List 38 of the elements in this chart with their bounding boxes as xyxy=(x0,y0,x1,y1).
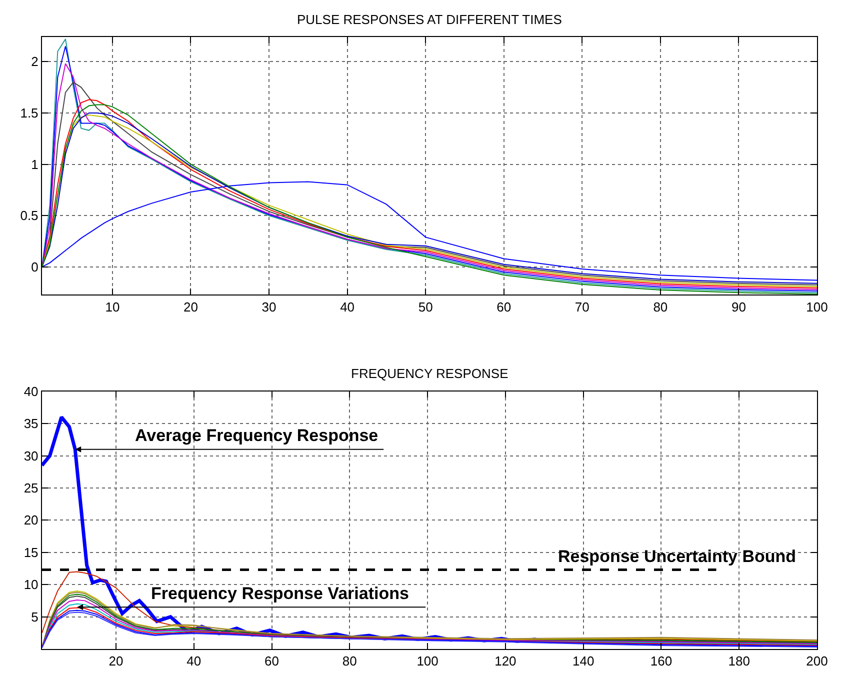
x-tick-label: 100 xyxy=(806,299,828,314)
y-tick-label: 2 xyxy=(31,54,38,70)
y-tick-label: 0 xyxy=(31,259,38,274)
x-tick-label: 80 xyxy=(653,299,668,314)
y-tick-label: 1 xyxy=(31,156,38,172)
ref-line-label: Response Uncertainty Bound xyxy=(558,547,796,566)
y-tick-label: 0.5 xyxy=(20,208,38,224)
x-tick-label: 180 xyxy=(728,654,750,669)
x-tick-label: 40 xyxy=(340,299,355,314)
x-tick-label: 60 xyxy=(496,299,512,314)
y-tick-label: 30 xyxy=(24,448,38,464)
x-tick-label: 30 xyxy=(262,299,276,314)
y-tick-label: 5 xyxy=(31,609,38,624)
y-tick-label: 10 xyxy=(24,577,38,592)
x-tick-label: 20 xyxy=(108,654,124,669)
x-tick-label: 20 xyxy=(184,299,198,314)
x-tick-label: 70 xyxy=(574,299,590,314)
x-tick-label: 160 xyxy=(650,654,672,669)
x-tick-label: 40 xyxy=(186,654,202,669)
y-tick-label: 15 xyxy=(24,544,38,560)
x-tick-label: 10 xyxy=(105,299,120,314)
x-tick-label: 200 xyxy=(806,654,828,669)
x-tick-label: 80 xyxy=(342,654,357,669)
y-tick-label: 25 xyxy=(24,480,38,496)
y-tick-label: 40 xyxy=(24,384,38,399)
annotation: Average Frequency Response xyxy=(135,426,378,445)
x-tick-label: 120 xyxy=(494,654,516,669)
chart-title: PULSE RESPONSES AT DIFFERENT TIMES xyxy=(297,12,562,27)
chart-title: FREQUENCY RESPONSE xyxy=(351,366,509,381)
x-tick-label: 100 xyxy=(416,654,438,669)
annotation: Frequency Response Variations xyxy=(151,584,409,603)
y-tick-label: 35 xyxy=(24,416,38,432)
y-tick-label: 1.5 xyxy=(20,106,38,121)
x-tick-label: 90 xyxy=(731,299,746,314)
x-tick-label: 140 xyxy=(572,654,594,669)
x-tick-label: 60 xyxy=(264,654,280,669)
x-tick-label: 50 xyxy=(418,299,433,314)
y-tick-label: 20 xyxy=(24,512,38,528)
